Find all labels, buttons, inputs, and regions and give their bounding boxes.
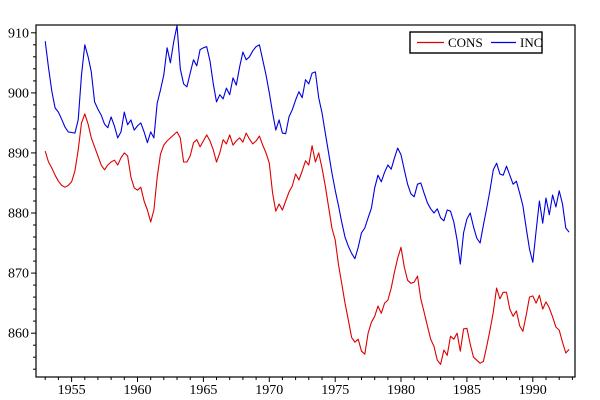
x-axis-tick-label: 1990 [519, 383, 547, 398]
y-axis-tick-label: 900 [8, 86, 29, 101]
legend-cons-label: CONS [448, 35, 483, 50]
cons-line [44, 113, 570, 365]
x-axis-tick-label: 1970 [255, 383, 283, 398]
legend-inc-label: INC [520, 35, 542, 50]
x-axis-tick-label: 1980 [387, 383, 415, 398]
x-axis-tick-label: 1975 [321, 383, 349, 398]
x-axis-tick-label: 1985 [453, 383, 481, 398]
data-series [44, 25, 570, 365]
y-axis-tick-label: 880 [8, 207, 29, 222]
inc-line [44, 25, 570, 265]
y-axis-tick-label: 870 [8, 267, 29, 282]
y-axis-tick-label: 910 [8, 26, 29, 41]
plot-area-border [35, 24, 576, 378]
y-axis-tick-label: 890 [8, 146, 29, 161]
x-axis-tick-label: 1955 [58, 383, 86, 398]
legend: CONS INC [409, 31, 543, 54]
y-axis-tick-label: 860 [8, 327, 29, 342]
x-axis-tick-label: 1960 [124, 383, 152, 398]
legend-box [409, 31, 543, 54]
axis-tick-labels: 1955 1960 1965 1970 1975 1980 1985 1990 860 870 88… [8, 26, 547, 398]
x-axis-tick-label: 1965 [189, 383, 217, 398]
